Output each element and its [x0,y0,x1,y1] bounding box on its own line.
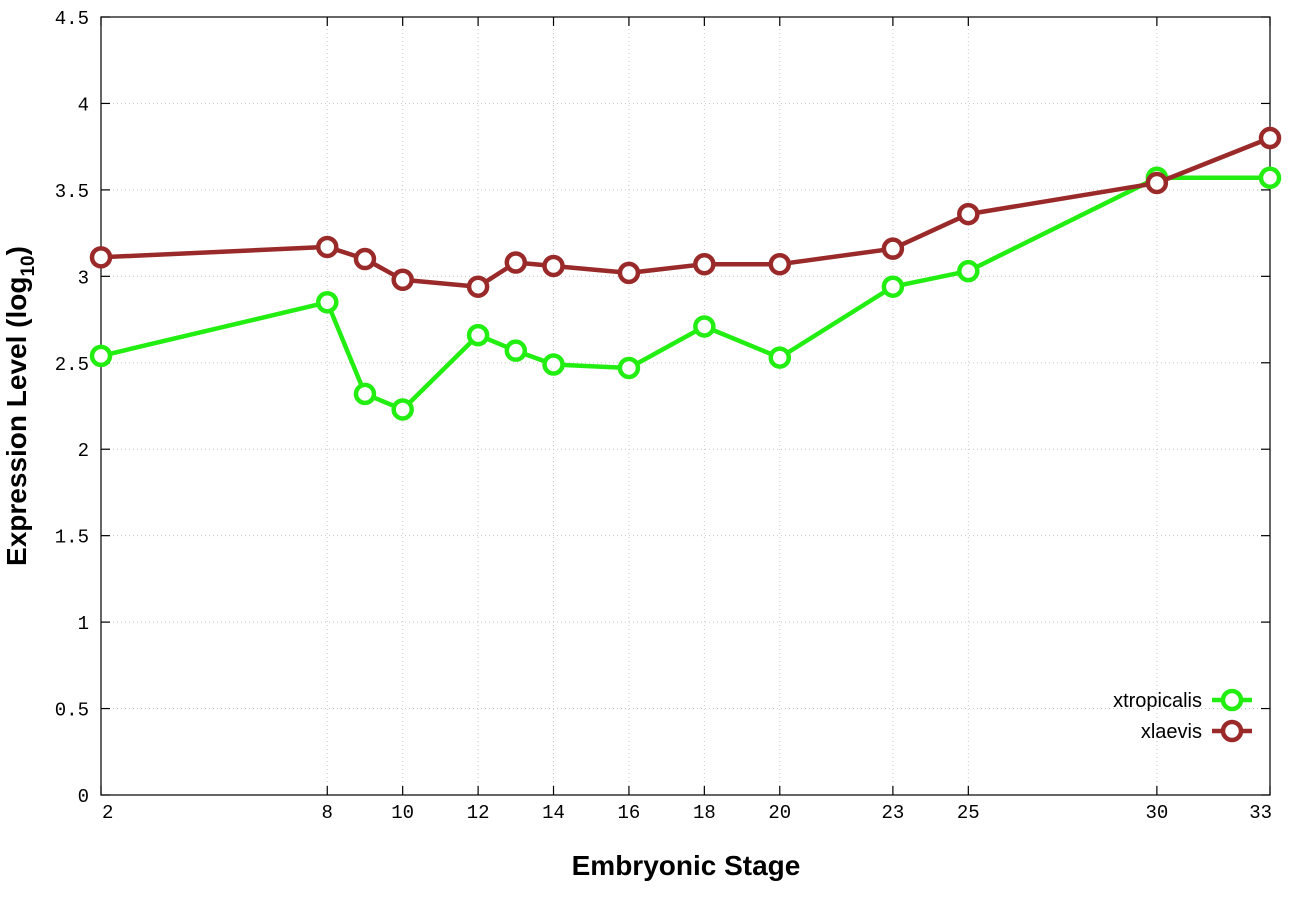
y-tick-label: 2.5 [55,354,89,376]
data-point-xtropicalis [353,382,377,406]
data-point-xtropicalis [316,291,339,314]
series-line-xtropicalis [98,175,1273,412]
x-tick-label: 33 [1249,802,1272,824]
x-tick-label: 8 [322,802,333,824]
plot-area-frame [100,16,1271,796]
y-tick-label: 0 [78,786,89,808]
data-point-xtropicalis [1258,166,1282,190]
x-axis-title: Embryonic Stage [572,850,801,881]
y-tick-label: 3 [78,267,89,289]
y-tick-label: 2 [78,440,89,462]
x-tick-label: 16 [618,802,641,824]
data-point-xlaevis [316,235,339,259]
y-axis-title-main: Expression Level (log [1,277,32,566]
data-point-xlaevis [881,237,905,260]
data-point-xlaevis [957,202,980,226]
y-tick-label: 0.5 [55,700,89,722]
data-point-xtropicalis [768,346,792,369]
x-tick-label: 14 [542,802,565,824]
legend: xtropicalis xlaevis [1113,688,1252,743]
y-tick-label: 4 [78,94,89,116]
y-tick-label: 1.5 [55,527,89,549]
data-point-xlaevis [617,261,641,285]
x-tick-label: 23 [881,802,904,824]
series-layer [89,126,1282,421]
data-point-xtropicalis [89,344,113,368]
data-point-xlaevis [504,251,528,274]
axis-ticks: 0 0.5 1 1.5 2 2.5 3 3.5 4 4.5 2 8 10 12 14 16 18 20 23 25 30… [55,8,1272,824]
x-tick-label: 20 [768,802,791,824]
data-point-xlaevis [466,275,490,298]
legend-marker-xlaevis [1220,719,1244,743]
data-point-xlaevis [768,252,792,276]
x-tick-label: 30 [1145,802,1168,824]
data-point-xlaevis [542,254,565,278]
x-tick-label: 25 [957,802,980,824]
y-tick-label: 3.5 [55,181,89,203]
y-axis-title-subscript: 10 [18,255,39,276]
grid [101,17,1270,795]
data-point-xtropicalis [391,398,414,421]
data-point-xlaevis [693,252,716,276]
x-tick-label: 18 [693,802,716,824]
legend-label-xlaevis: xlaevis [1141,721,1202,743]
data-point-xtropicalis [617,356,641,380]
data-point-xtropicalis [542,353,565,376]
legend-marker-xtropicalis [1220,688,1244,712]
y-axis-title: Expression Level (log10) [1,246,39,566]
x-tick-label: 10 [391,802,414,824]
data-point-xlaevis [1145,171,1169,195]
data-point-xlaevis [391,268,414,292]
y-axis-title-end: ) [1,246,32,255]
legend-label-xtropicalis: xtropicalis [1113,690,1202,712]
data-point-xlaevis [89,246,113,269]
data-point-xtropicalis [957,259,980,283]
data-point-xtropicalis [466,323,490,347]
data-point-xlaevis [353,247,377,271]
y-tick-label: 1 [78,613,89,635]
data-point-xlaevis [1258,126,1282,150]
series-line-xlaevis [98,135,1273,289]
y-tick-label: 4.5 [55,8,89,30]
data-point-xtropicalis [504,339,528,362]
data-point-xtropicalis [881,275,905,298]
data-point-xtropicalis [693,315,716,338]
x-tick-label: 2 [102,802,113,824]
x-tick-label: 12 [467,802,490,824]
